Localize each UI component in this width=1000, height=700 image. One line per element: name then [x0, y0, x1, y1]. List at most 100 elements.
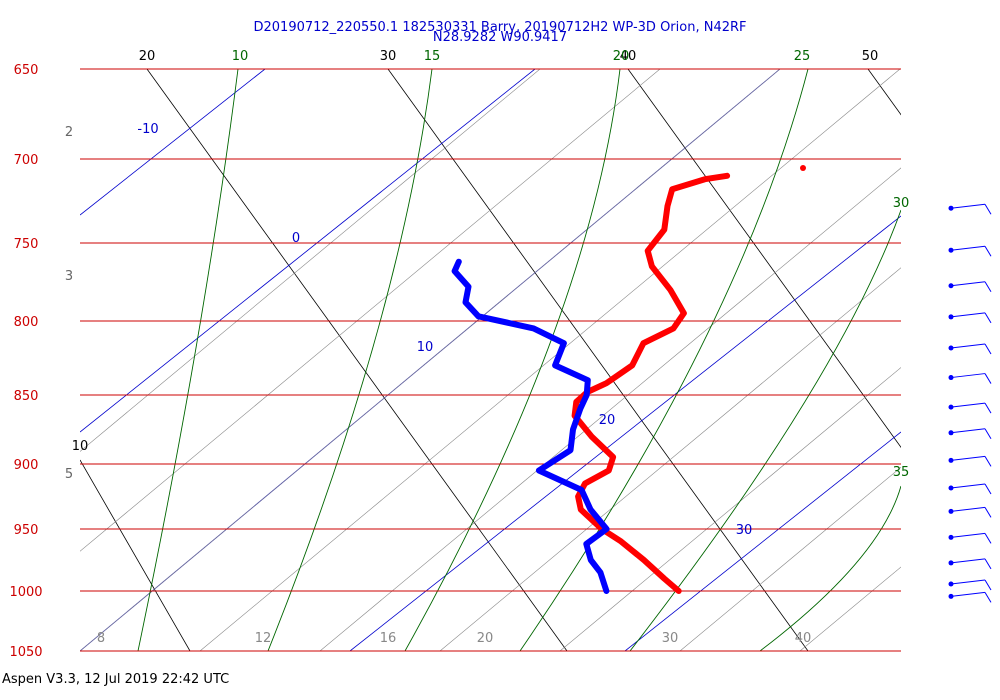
wind-barb: [948, 373, 992, 384]
dry-adiabat-line: [146, 69, 568, 651]
dry-adiabat-label: 40: [620, 49, 637, 64]
moist-adiabat-label: 25: [794, 49, 811, 64]
wind-barb: [948, 455, 992, 467]
isotherm-label: 0: [292, 231, 300, 246]
wind-barb: [948, 428, 992, 440]
mixing-ratio-label: 40: [795, 631, 812, 646]
dry-adiabat-line: [387, 69, 809, 651]
wind-barb: [948, 579, 992, 591]
dewpoint-profile: [451, 258, 610, 594]
mixing-ratio-label: 16: [380, 631, 397, 646]
wind-barb-staff: [950, 455, 986, 461]
moist-adiabat-line: [137, 69, 239, 651]
isotherm-label: 20: [599, 413, 616, 428]
moist-adiabat-label: 35: [893, 465, 910, 480]
wind-barb-staff: [950, 203, 986, 209]
wind-barb: [948, 532, 992, 544]
isotherm-line: [80, 69, 536, 433]
isotherm-line: [349, 215, 901, 651]
wind-barb-staff: [950, 428, 986, 434]
dry-adiabat-line: [627, 69, 901, 448]
wind-barb-staff: [950, 532, 986, 538]
mixing-ratio-line: [319, 167, 901, 651]
moist-adiabat-line: [404, 69, 621, 651]
wind-barb-staff: [950, 483, 986, 489]
wind-barb-flag: [984, 456, 992, 467]
pressure-tick-label: 800: [14, 315, 39, 330]
pressure-tick-label: 1050: [9, 645, 42, 660]
wind-barb-station: [948, 508, 954, 514]
pressure-tick-label: 650: [14, 63, 39, 78]
height-label: 3: [65, 269, 73, 284]
wind-barb-staff: [950, 245, 986, 251]
mixing-ratio-line: [679, 466, 901, 651]
wind-barb: [948, 591, 992, 603]
mixing-ratio-line: [439, 267, 901, 651]
pressure-tick-label: 750: [14, 237, 39, 252]
pressure-tick-label: 1000: [9, 585, 42, 600]
wind-barb-flag: [984, 245, 992, 257]
wind-barb-staff: [950, 373, 986, 379]
wind-barb-flag: [984, 203, 992, 215]
isotherm-line: [80, 69, 266, 216]
isotherm-label: -10: [137, 122, 158, 137]
pressure-tick-label: 850: [14, 389, 39, 404]
wind-barb-flag: [984, 373, 992, 384]
dry-adiabat-line: [867, 69, 901, 116]
mixing-ratio-line: [199, 69, 901, 651]
wind-barb: [948, 245, 992, 257]
dry-adiabat-label: 20: [139, 49, 156, 64]
moist-adiabat-line: [519, 69, 809, 651]
wind-barb: [948, 312, 992, 324]
moist-adiabat-label: 30: [893, 196, 910, 211]
wind-barb-flag: [984, 281, 992, 292]
wind-barb: [948, 483, 992, 495]
wind-barb: [948, 558, 992, 570]
wind-barb-flag: [984, 592, 992, 603]
chart-title: D20190712_220550.1 182530331 Barry, 2019…: [253, 20, 747, 35]
wind-barb-staff: [950, 558, 986, 564]
mixing-ratio-label: 30: [662, 631, 679, 646]
wind-barb-flag: [984, 428, 992, 440]
wind-barb-staff: [950, 281, 986, 287]
mixing-ratio-line: [80, 69, 661, 552]
pressure-tick-label: 950: [14, 523, 39, 538]
wind-barb-flag: [984, 312, 992, 324]
dry-adiabat-line: [80, 459, 191, 651]
mixing-ratio-label: 20: [477, 631, 494, 646]
wind-barb: [948, 281, 992, 292]
wind-barb-staff: [950, 343, 986, 349]
wind-barb-flag: [984, 343, 992, 355]
dry-adiabat-label: 30: [380, 49, 397, 64]
wind-barb-staff: [950, 579, 986, 585]
chart-location: N28.9282 W90.9417: [432, 30, 568, 45]
dry-adiabat-label: 10: [72, 439, 89, 454]
mixing-ratio-line: [80, 69, 781, 651]
mixing-ratio-label: 8: [97, 631, 105, 646]
wind-barb: [948, 402, 992, 414]
moist-adiabat-line: [267, 69, 433, 651]
wind-barb-staff: [950, 506, 986, 512]
isotherm-label: 10: [417, 340, 434, 355]
moist-adiabat-label: 20: [613, 49, 630, 64]
moist-adiabat-line: [629, 209, 901, 651]
wind-barb: [948, 203, 992, 215]
pressure-tick-label: 700: [14, 153, 39, 168]
height-label: 2: [65, 125, 73, 140]
wind-barb-staff: [950, 402, 986, 408]
wind-barb-flag: [984, 402, 992, 414]
temperature-end-point: [800, 165, 806, 171]
wind-barb-flag: [984, 483, 992, 495]
mixing-ratio-line: [559, 367, 901, 651]
wind-barb-flag: [984, 579, 992, 591]
moist-adiabat-label: 10: [232, 49, 249, 64]
wind-barb: [948, 343, 992, 355]
pressure-tick-label: 900: [14, 458, 39, 473]
mixing-ratio-label: 12: [255, 631, 272, 646]
footer-text: Aspen V3.3, 12 Jul 2019 22:42 UTC: [2, 672, 230, 687]
wind-barb-staff: [950, 591, 986, 597]
isotherm-line: [624, 431, 901, 651]
dry-adiabat-label: 50: [862, 49, 879, 64]
height-label: 5: [65, 467, 73, 482]
